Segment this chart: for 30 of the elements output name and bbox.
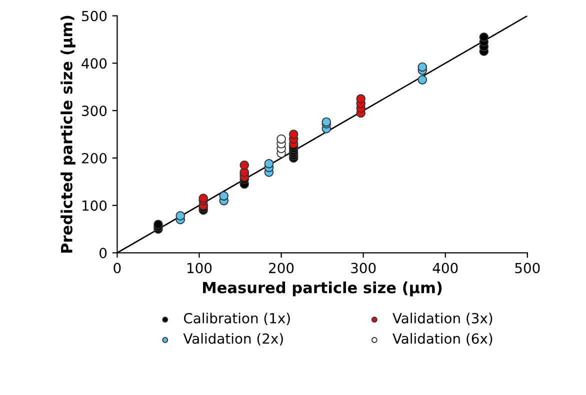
y-tick-label: 100 <box>82 200 107 211</box>
y-tick-label: 200 <box>82 152 107 164</box>
point <box>176 211 186 220</box>
point <box>198 194 208 203</box>
x-tick-label: 400 <box>432 262 458 274</box>
legend-label: Validation (6x) <box>392 333 492 346</box>
y-axis-title: Predicted particle size (µm) <box>60 16 76 253</box>
legend-label: Validation (3x) <box>392 312 492 326</box>
x-tick-label: 0 <box>114 262 121 274</box>
point <box>276 134 286 144</box>
legend-label: Validation (2x) <box>183 333 283 346</box>
y-tick-label: 300 <box>82 106 107 116</box>
point <box>356 94 366 104</box>
x-tick-label: 100 <box>188 262 212 274</box>
point <box>154 220 163 230</box>
point <box>418 62 428 72</box>
y-tick-label: 400 <box>82 58 107 69</box>
x-tick-label: 300 <box>351 262 376 274</box>
point <box>288 130 298 139</box>
point <box>240 160 250 170</box>
legend-label: Calibration (1x) <box>184 312 290 326</box>
x-tick-label: 500 <box>515 262 540 274</box>
x-tick-label: 200 <box>269 262 294 274</box>
point <box>418 75 428 84</box>
x-axis-title: Measured particle size (µm) <box>203 282 442 296</box>
y-tick-label: 0 <box>100 248 107 258</box>
point <box>479 32 489 42</box>
y-tick-label: 500 <box>82 10 107 22</box>
point <box>264 159 274 168</box>
point <box>219 191 229 201</box>
